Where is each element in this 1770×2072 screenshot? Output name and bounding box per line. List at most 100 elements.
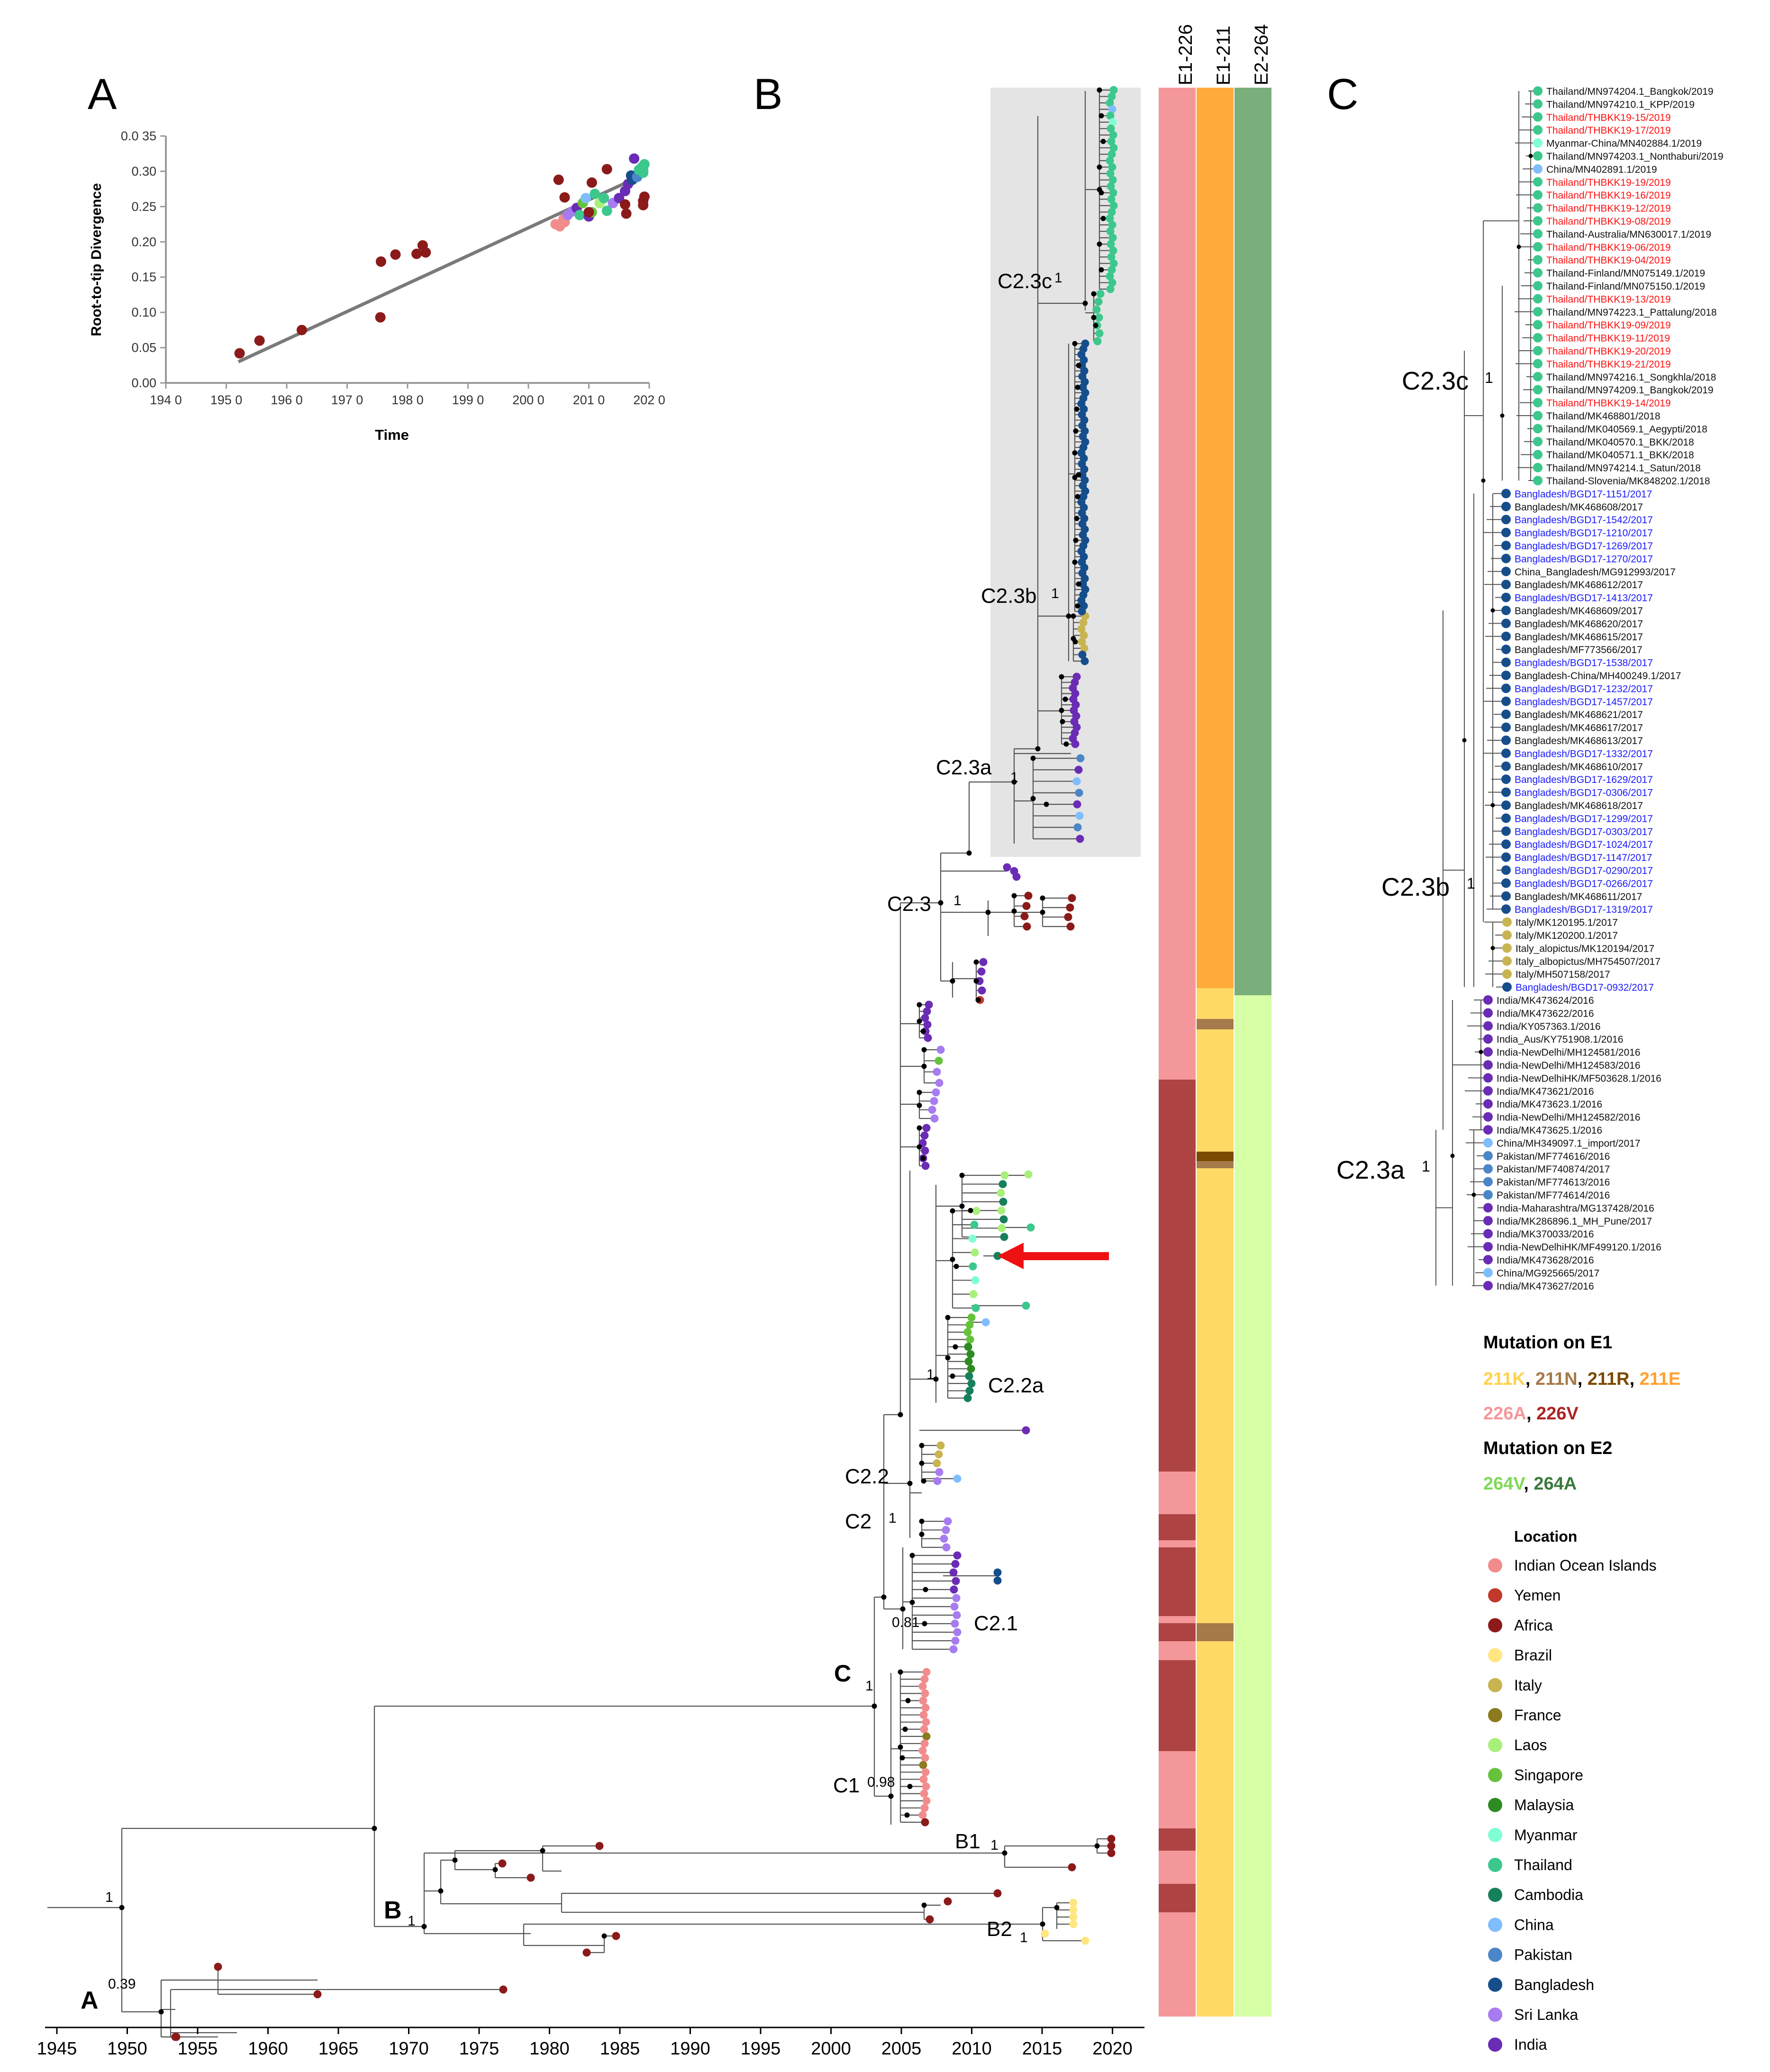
taxon-label: Bangladesh/MK468618/2017 (1515, 800, 1643, 811)
mutation-strips (1159, 88, 1271, 2017)
scatter-point (638, 200, 649, 210)
strip-segment (1159, 1547, 1196, 1616)
taxon-row: Bangladesh/BGD17-1457/2017 (1501, 696, 1653, 708)
taxon-row: India/MK473621/2016 (1483, 1086, 1594, 1097)
taxon-tip (1501, 618, 1511, 628)
tip (1074, 765, 1083, 774)
taxon-label: Bangladesh/MK468612/2017 (1515, 580, 1643, 591)
tip (1108, 163, 1116, 172)
legend-location-label: Sri Lanka (1514, 2006, 1578, 2023)
clade-c21: C2.1 (974, 1612, 1018, 1635)
taxon-row: India/MK473623.1/2016 (1483, 1099, 1602, 1110)
taxon-tip (1483, 1138, 1493, 1148)
node (881, 1594, 887, 1600)
taxon-tip (1533, 411, 1543, 420)
taxon-tip (1501, 501, 1511, 511)
taxon-row: Thailand-Finland/MN075149.1/2019 (1533, 268, 1705, 279)
taxon-tip (1501, 631, 1511, 641)
taxon-label: Bangladesh/BGD17-1542/2017 (1515, 515, 1653, 526)
scatter-y-label: Root-to-tip Divergence (89, 183, 104, 336)
taxon-tip (1533, 436, 1543, 446)
taxon-label: Thailand/MK040570.1_BKK/2018 (1546, 437, 1694, 448)
taxon-label: India-NewDelhiHK/MF499120.1/2016 (1497, 1242, 1661, 1253)
tip (920, 1739, 929, 1748)
x-tick-label: 197 0 (331, 393, 363, 407)
tip (1069, 1913, 1078, 1921)
tip (1107, 1842, 1116, 1850)
taxon-tip (1483, 1242, 1493, 1252)
taxon-tip (1533, 99, 1543, 109)
taxon-label: Bangladesh/MK468615/2017 (1515, 632, 1643, 643)
taxon-tip (1501, 541, 1511, 550)
legend-location-item: Pakistan (1488, 1946, 1572, 1963)
tip (930, 1097, 938, 1105)
node (119, 1905, 125, 1910)
taxon-label: Bangladesh/MK468609/2017 (1515, 606, 1643, 617)
taxon-row: Bangladesh/BGD17-0303/2017 (1501, 826, 1653, 837)
legend-e2-title: Mutation on E2 (1483, 1438, 1612, 1458)
tip (1041, 1929, 1049, 1938)
taxon-tip (1501, 554, 1511, 563)
node (1094, 1843, 1100, 1849)
clade-c1: C1 (833, 1774, 860, 1797)
node (1490, 803, 1495, 808)
taxon-tip (1533, 450, 1543, 460)
node (950, 978, 955, 984)
tip (1107, 1835, 1116, 1843)
node (921, 1047, 927, 1053)
tip (998, 1224, 1006, 1232)
taxon-row: Thailand/THBKK19-14/2019 (1533, 398, 1671, 409)
taxon-tip (1533, 151, 1543, 161)
node (1054, 1905, 1060, 1910)
node (950, 1373, 955, 1379)
taxon-row: Bangladesh/BGD17-1542/2017 (1501, 515, 1653, 526)
tip (1071, 740, 1080, 748)
tip (921, 1703, 930, 1712)
taxon-label: Bangladesh/MK468608/2017 (1515, 502, 1643, 513)
node (372, 1826, 377, 1831)
taxon-tip (1501, 891, 1511, 901)
x-tick-label: 195 0 (210, 393, 243, 407)
taxon-row: Bangladesh/BGD17-1413/2017 (1501, 592, 1653, 604)
taxon-label: India/MK473623.1/2016 (1497, 1099, 1602, 1110)
strip-segment (1159, 1472, 1196, 1514)
taxon-row: Thailand/THBKK19-17/2019 (1533, 125, 1671, 136)
node (921, 1478, 926, 1484)
support-b1: 1 (990, 1837, 998, 1853)
taxon-label: Thailand/MN974214.1_Satun/2018 (1546, 463, 1701, 474)
root-to-tip-scatter: 194 0 195 0 196 0 197 0 198 0 199 0 200 0 201 0… (89, 129, 665, 443)
strip-segment (1159, 1912, 1196, 2017)
tip (1024, 1170, 1033, 1179)
support-c21: 0.81 (892, 1615, 919, 1630)
tree-tips (171, 86, 1118, 2041)
taxon-row: India/KY057363.1/2016 (1483, 1021, 1601, 1032)
scatter-point (574, 209, 585, 220)
node (1471, 1192, 1476, 1197)
node (1074, 406, 1080, 412)
taxon-tip (1483, 1268, 1493, 1278)
taxon-tip (1533, 333, 1543, 343)
taxon-label: India/MK286896.1_MH_Pune/2017 (1497, 1216, 1652, 1227)
legend-mutation-token: 226V (1536, 1404, 1579, 1424)
taxon-row: India-NewDelhiHK/MF503628.1/2016 (1483, 1073, 1661, 1084)
tip (921, 1014, 929, 1022)
tip (935, 1056, 943, 1065)
tip (1108, 221, 1116, 229)
node (888, 1793, 894, 1799)
tip (967, 1313, 976, 1322)
legend-swatch (1488, 1768, 1502, 1782)
taxon-row: Thailand/THBKK19-04/2019 (1533, 255, 1671, 266)
tip (1077, 625, 1086, 633)
taxon-row: Thailand/MK040571.1_BKK/2018 (1533, 450, 1694, 461)
scatter-point (620, 199, 630, 210)
scatter-point (586, 177, 597, 188)
panelc-support-c23a: 1 (1422, 1158, 1430, 1175)
node (898, 1669, 903, 1675)
tip (953, 1628, 962, 1636)
node (1075, 603, 1080, 609)
node (919, 1461, 925, 1466)
scatter-point (375, 256, 386, 267)
taxon-row: Italy_albopictus/MH754507/2017 (1502, 956, 1661, 967)
taxon-tip (1501, 904, 1511, 914)
taxon-tip (1533, 86, 1543, 96)
